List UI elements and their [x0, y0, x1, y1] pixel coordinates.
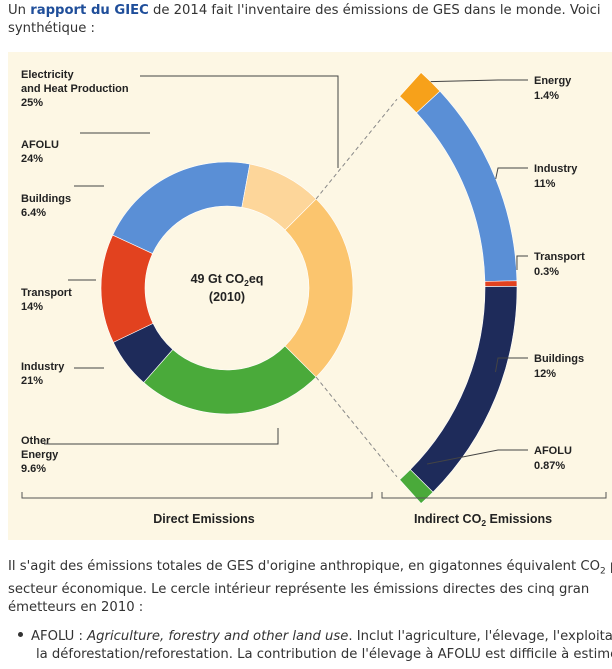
indirect-segment-buildings [409, 286, 518, 493]
indirect-leader-line [430, 79, 528, 83]
indirect-label-pct: 0.87% [534, 460, 565, 472]
donut-slice-transport [100, 234, 154, 343]
direct-label-pct: 21% [21, 375, 43, 387]
indirect-segment-industry [416, 90, 518, 282]
indirect-segment-afolu [399, 469, 434, 504]
direct-leader-line [44, 428, 279, 445]
direct-label-name: Industry [21, 361, 65, 373]
intro-text: Un rapport du GIEC de 2014 fait l'invent… [8, 2, 612, 38]
bullet-term-italic: Agriculture, forestry and other land use [87, 629, 349, 644]
afolu-bullet: AFOLU : Agriculture, forestry and other … [18, 628, 612, 664]
direct-label-name: Other [21, 435, 51, 447]
donut-slice-other-energy [241, 163, 317, 231]
indirect-label-pct: 12% [534, 368, 556, 380]
indirect-emissions-arc [399, 72, 518, 504]
indirect-label-industry: Industry 11% [534, 163, 578, 190]
bullet-rest: . Inclut l'agriculture, l'élevage, l'exp… [348, 629, 612, 644]
indirect-label-pct: 1.4% [534, 90, 559, 102]
indirect-label-name: Transport [534, 251, 585, 263]
direct-label-transport: Transport 14% [21, 287, 72, 313]
direct-label-industry: Industry 21% [21, 361, 65, 387]
indirect-leader-line [427, 449, 528, 465]
direct-leader-line [140, 75, 339, 168]
direct-emissions-footer: Direct Emissions [153, 512, 254, 526]
chart-labels: Electricity and Heat Production 25% AFOLU 24… [21, 69, 585, 475]
direct-label-name: Energy [21, 449, 59, 461]
direct-label-name: and Heat Production [21, 83, 129, 95]
direct-emissions-donut [100, 161, 354, 415]
indirect-label-transport: Transport 0.3% [534, 251, 585, 278]
donut-slice-industry [112, 161, 251, 254]
indirect-label-buildings: Buildings 12% [534, 353, 584, 380]
direct-label-buildings: Buildings 6.4% [21, 193, 71, 219]
indirect-leader-line [495, 167, 528, 180]
direct-label-name: AFOLU [21, 139, 59, 151]
indirect-label-name: Energy [534, 75, 572, 87]
leader-lines [44, 75, 528, 478]
emissions-chart: Electricity and Heat Production 25% AFOLU 24… [21, 69, 607, 528]
direct-bracket [21, 492, 373, 499]
direct-label-pct: 25% [21, 97, 43, 109]
bullet-line2: la déforestation/reforestation. La contr… [36, 647, 612, 662]
indirect-label-afolu: AFOLU 0.87% [534, 445, 572, 472]
intro-after: de 2014 fait l'inventaire des émissions … [148, 3, 601, 18]
intro-line2: synthétique : [8, 21, 95, 36]
direct-label-pct: 24% [21, 153, 43, 165]
indirect-label-energy: Energy 1.4% [534, 75, 572, 102]
emissions-figure: Electricity and Heat Production 25% AFOLU 24… [8, 52, 612, 540]
bullet-dot [18, 631, 23, 637]
donut-slice-electricity-and-heat-production [284, 198, 354, 378]
direct-label-name: Electricity [21, 69, 74, 81]
direct-label-other-energy: Other Energy 9.6% [21, 435, 59, 475]
giec-report-link[interactable]: rapport du GIEC [30, 3, 149, 18]
indirect-label-name: Industry [534, 163, 578, 175]
indirect-label-name: AFOLU [534, 445, 572, 457]
direct-label-pct: 14% [21, 301, 43, 313]
indirect-segment-transport [484, 280, 518, 287]
center-year-label: (2010) [209, 290, 245, 304]
indirect-leader-line [494, 357, 528, 373]
indirect-bracket [381, 492, 607, 499]
indirect-label-name: Buildings [534, 353, 584, 365]
direct-label-pct: 6.4% [21, 207, 46, 219]
center-total-label: 49 Gt CO2eq [191, 272, 264, 288]
indirect-leader-line [516, 255, 528, 270]
intro-before: Un [8, 3, 31, 18]
direct-label-name: Buildings [21, 193, 71, 205]
direct-label-pct: 9.6% [21, 463, 46, 475]
indirect-label-pct: 0.3% [534, 266, 559, 278]
direct-label-electricity-and-heat-production: Electricity and Heat Production 25% [21, 69, 129, 109]
indirect-emissions-footer: Indirect CO2 Emissions [414, 512, 552, 528]
connector-line-2 [315, 376, 398, 478]
direct-label-afolu: AFOLU 24% [21, 139, 59, 165]
description-paragraph: Il s'agit des émissions totales de GES d… [8, 559, 612, 615]
direct-label-name: Transport [21, 287, 72, 299]
connector-line-1 [315, 98, 398, 200]
indirect-label-pct: 11% [534, 178, 556, 190]
donut-slice-afolu [143, 345, 317, 415]
bullet-term: AFOLU : [31, 629, 88, 644]
